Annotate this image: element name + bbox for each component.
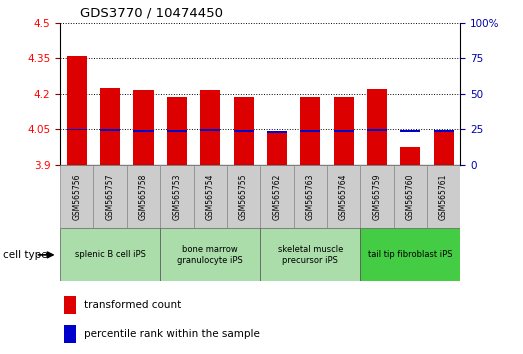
- Bar: [200, 129, 220, 131]
- Text: GSM565756: GSM565756: [72, 173, 81, 220]
- Text: percentile rank within the sample: percentile rank within the sample: [84, 329, 260, 339]
- Bar: [160, 165, 194, 228]
- Text: GSM565763: GSM565763: [306, 173, 315, 220]
- Bar: [127, 165, 160, 228]
- Bar: [167, 130, 187, 132]
- Bar: [400, 130, 420, 132]
- Bar: [427, 165, 460, 228]
- Bar: [67, 56, 87, 165]
- Bar: [400, 147, 420, 165]
- Bar: [233, 97, 254, 165]
- Bar: [67, 129, 87, 130]
- Bar: [267, 131, 287, 133]
- Text: transformed count: transformed count: [84, 299, 181, 310]
- Text: GSM565757: GSM565757: [106, 173, 115, 220]
- Bar: [64, 325, 76, 343]
- Text: bone marrow
granulocyte iPS: bone marrow granulocyte iPS: [177, 245, 243, 264]
- Text: GSM565755: GSM565755: [239, 173, 248, 220]
- Text: GSM565758: GSM565758: [139, 173, 148, 220]
- Text: cell type: cell type: [3, 250, 47, 260]
- Text: GDS3770 / 10474450: GDS3770 / 10474450: [80, 6, 223, 19]
- Bar: [394, 165, 427, 228]
- Bar: [60, 165, 94, 228]
- Bar: [60, 228, 160, 281]
- Bar: [260, 228, 360, 281]
- Bar: [300, 130, 320, 132]
- Text: GSM565764: GSM565764: [339, 173, 348, 220]
- Bar: [360, 228, 460, 281]
- Bar: [167, 97, 187, 165]
- Text: GSM565759: GSM565759: [372, 173, 381, 220]
- Bar: [367, 88, 387, 165]
- Bar: [100, 88, 120, 165]
- Bar: [133, 130, 154, 132]
- Bar: [94, 165, 127, 228]
- Text: GSM565753: GSM565753: [173, 173, 181, 220]
- Bar: [334, 97, 354, 165]
- Bar: [260, 165, 293, 228]
- Bar: [327, 165, 360, 228]
- Text: splenic B cell iPS: splenic B cell iPS: [75, 250, 145, 259]
- Bar: [233, 130, 254, 132]
- Bar: [434, 131, 453, 165]
- Text: skeletal muscle
precursor iPS: skeletal muscle precursor iPS: [278, 245, 343, 264]
- Bar: [434, 130, 453, 132]
- Bar: [64, 296, 76, 314]
- Text: GSM565762: GSM565762: [272, 173, 281, 220]
- Text: GSM565760: GSM565760: [406, 173, 415, 220]
- Bar: [367, 129, 387, 131]
- Text: GSM565754: GSM565754: [206, 173, 214, 220]
- Bar: [267, 132, 287, 165]
- Bar: [293, 165, 327, 228]
- Bar: [200, 90, 220, 165]
- Bar: [334, 130, 354, 132]
- Bar: [160, 228, 260, 281]
- Bar: [227, 165, 260, 228]
- Bar: [194, 165, 227, 228]
- Bar: [133, 90, 154, 165]
- Bar: [360, 165, 393, 228]
- Bar: [100, 129, 120, 131]
- Bar: [300, 97, 320, 165]
- Text: tail tip fibroblast iPS: tail tip fibroblast iPS: [368, 250, 452, 259]
- Text: GSM565761: GSM565761: [439, 173, 448, 220]
